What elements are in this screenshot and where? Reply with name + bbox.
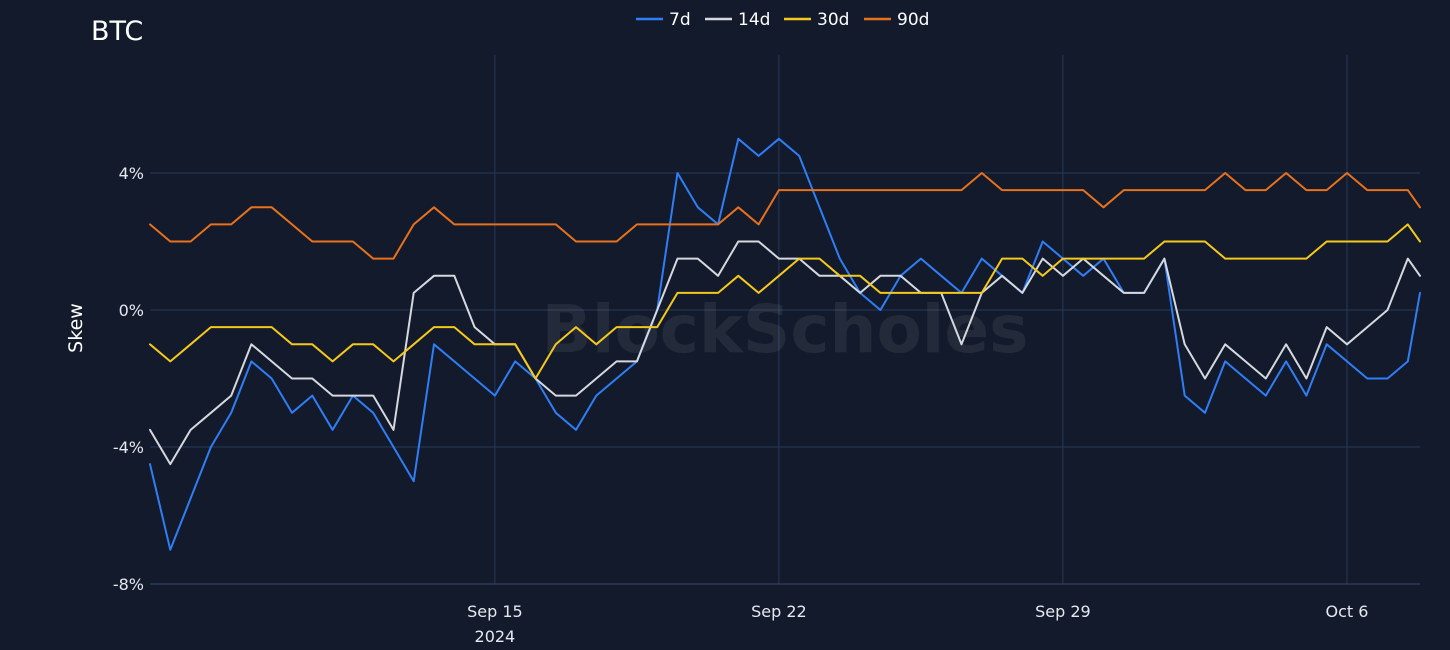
series-lines: [149, 137, 1421, 551]
y-axis-title: Skew: [65, 303, 87, 353]
legend-item-14d[interactable]: 14d: [705, 10, 770, 30]
y-tick-label: 4%: [119, 164, 144, 183]
legend-item-7d[interactable]: 7d: [636, 10, 691, 30]
legend-label: 14d: [738, 10, 770, 30]
watermark-logo-text: BlockScholes: [542, 291, 1029, 368]
legend: 7d 14d 30d 90d: [636, 10, 929, 30]
x-tick-label: Sep 29: [1035, 602, 1091, 621]
x-axis-ticks: Sep 15 2024 Sep 22 Sep 29 Oct 6: [467, 602, 1368, 646]
y-axis-ticks: 4% 0% -4% -8%: [113, 164, 144, 594]
series-line-30d: [149, 223, 1421, 380]
series-line-7d: [149, 137, 1421, 551]
series-line-14d: [149, 240, 1421, 466]
legend-label: 30d: [817, 10, 849, 30]
grid-lines: [150, 55, 1420, 584]
x-tick-label: Sep 22: [751, 602, 807, 621]
x-tick-label: Sep 15: [467, 602, 523, 621]
y-tick-label: 0%: [119, 301, 144, 320]
y-tick-label: -4%: [113, 438, 144, 457]
series-line-90d: [149, 172, 1421, 260]
legend-item-30d[interactable]: 30d: [784, 10, 849, 30]
x-tick-year-label: 2024: [475, 627, 516, 646]
x-tick-label: Oct 6: [1325, 602, 1368, 621]
chart-title: BTC: [91, 16, 143, 47]
y-tick-label: -8%: [113, 575, 144, 594]
legend-label: 90d: [897, 10, 929, 30]
legend-label: 7d: [669, 10, 691, 30]
legend-item-90d[interactable]: 90d: [864, 10, 929, 30]
